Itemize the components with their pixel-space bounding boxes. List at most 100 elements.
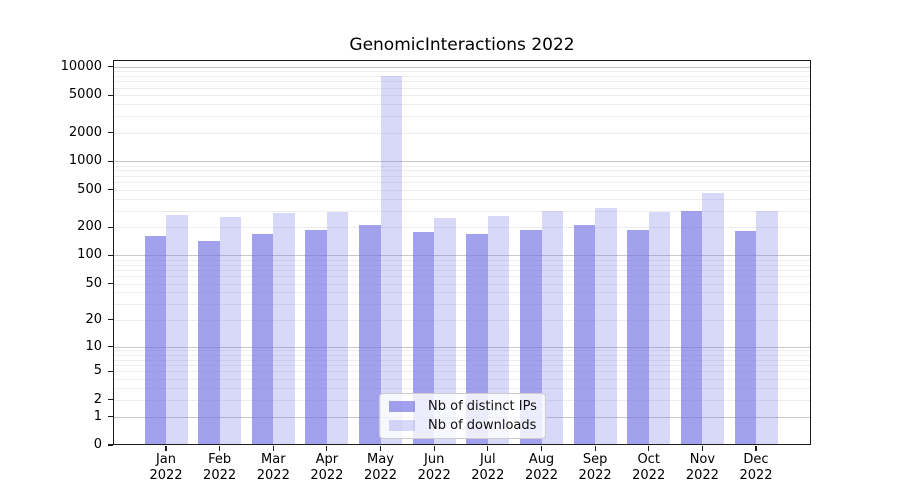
legend-label-distinct-ips: Nb of distinct IPs — [428, 398, 537, 414]
gridline-minor — [114, 87, 810, 89]
gridline-minor — [114, 264, 810, 266]
y-tick-label-0: 0 — [93, 437, 102, 452]
bar-downloads-mar — [273, 213, 295, 445]
bar-downloads-jan — [166, 215, 188, 445]
legend-item-distinct-ips: Nb of distinct IPs — [389, 397, 545, 415]
bar-distinct-ips-may — [359, 225, 381, 445]
gridline-minor — [114, 95, 810, 97]
x-tickmark-jul — [487, 446, 489, 451]
legend-label-downloads: Nb of downloads — [428, 418, 537, 434]
bar-downloads-feb — [219, 217, 242, 445]
gridline-minor — [114, 81, 810, 83]
gridline-minor — [114, 269, 810, 271]
gridline-minor — [114, 182, 810, 184]
x-tick-label-jul: Jul 2022 — [471, 452, 505, 483]
gridline-minor — [114, 104, 810, 106]
bar-downloads-apr — [326, 212, 349, 445]
bar-distinct-ips-mar — [251, 233, 274, 445]
chart-title: GenomicInteractions 2022 — [349, 35, 575, 55]
gridline-minor — [114, 365, 810, 367]
y-tick-label-50: 50 — [85, 275, 102, 291]
gridline-minor — [114, 189, 810, 191]
x-tickmark-mar — [272, 446, 274, 451]
y-tick-label-10: 10 — [85, 338, 102, 354]
y-tickmark-5 — [107, 370, 113, 372]
y-tickmark-0 — [107, 444, 113, 446]
bar-downloads-jun — [434, 217, 456, 445]
legend-swatch-distinct-ips — [389, 400, 415, 412]
y-tick-label-10000: 10000 — [60, 58, 102, 74]
bar-distinct-ips-feb — [198, 241, 220, 445]
x-tick-label-may: May 2022 — [363, 452, 398, 483]
y-tick-label-2: 2 — [93, 391, 102, 407]
gridline-minor — [114, 319, 810, 321]
y-tickmark-2 — [107, 399, 113, 401]
gridline-minor — [114, 170, 810, 172]
y-tickmark-10 — [107, 345, 113, 348]
x-tickmark-aug — [540, 446, 543, 451]
bar-distinct-ips-sep — [573, 225, 596, 445]
x-tickmark-feb — [219, 446, 221, 451]
gridline-major — [114, 255, 810, 257]
x-tick-label-sep: Sep 2022 — [578, 452, 612, 483]
bar-distinct-ips-nov — [680, 211, 703, 445]
bar-downloads-may — [380, 76, 402, 445]
gridline-minor — [114, 175, 810, 177]
gridline-minor — [114, 75, 810, 77]
gridline-minor — [114, 354, 810, 356]
bar-downloads-jul — [487, 215, 510, 445]
x-tickmark-nov — [701, 446, 703, 451]
x-tickmark-sep — [594, 446, 596, 451]
y-tickmark-200 — [107, 226, 113, 228]
x-tickmark-jan — [165, 446, 167, 451]
y-tickmark-10000 — [107, 66, 113, 68]
gridline-major — [114, 346, 810, 348]
x-tick-label-feb: Feb 2022 — [203, 452, 237, 483]
x-tick-label-mar: Mar 2022 — [256, 452, 290, 483]
x-tick-label-oct: Oct 2022 — [632, 452, 666, 483]
y-tick-label-2000: 2000 — [68, 124, 102, 140]
y-tick-label-1: 1 — [93, 408, 102, 424]
x-tickmark-apr — [326, 446, 328, 451]
gridline-minor — [114, 165, 810, 167]
bar-distinct-ips-jun — [412, 232, 435, 445]
gridline-minor — [114, 276, 810, 278]
x-tickmark-jun — [433, 446, 435, 451]
bar-distinct-ips-jan — [144, 236, 166, 445]
gridline-minor — [114, 116, 810, 118]
bar-downloads-oct — [648, 211, 671, 445]
gridline-minor — [114, 388, 810, 389]
x-tickmark-oct — [648, 446, 650, 451]
gridline-minor — [114, 227, 810, 229]
x-tickmark-may — [379, 446, 382, 451]
gridline-minor — [114, 70, 810, 72]
y-tickmark-2000 — [107, 132, 113, 134]
gridline-major — [114, 66, 810, 68]
x-tick-label-dec: Dec 2022 — [739, 452, 773, 483]
y-tick-label-5000: 5000 — [68, 87, 102, 103]
bar-distinct-ips-aug — [520, 230, 542, 445]
gridline-minor — [114, 283, 810, 285]
gridline-minor — [114, 132, 810, 134]
y-tickmark-1 — [107, 415, 113, 418]
y-tick-label-20: 20 — [85, 311, 102, 327]
gridline-minor — [114, 259, 810, 261]
y-tickmark-500 — [107, 189, 113, 191]
gridline-minor — [114, 292, 810, 294]
x-tickmark-dec — [755, 446, 757, 451]
gridline-minor — [114, 378, 810, 380]
y-tickmark-20 — [107, 319, 113, 321]
plot-frame — [113, 60, 811, 445]
y-tick-label-5: 5 — [93, 363, 102, 379]
bar-downloads-sep — [595, 207, 617, 445]
bar-downloads-dec — [756, 210, 778, 445]
x-tick-label-aug: Aug 2022 — [524, 452, 559, 483]
bar-distinct-ips-oct — [627, 229, 649, 445]
y-tickmark-100 — [107, 254, 113, 256]
legend: Nb of distinct IPs Nb of downloads — [379, 393, 546, 439]
gridline-minor — [114, 303, 810, 305]
bar-downloads-nov — [702, 192, 724, 445]
bar-distinct-ips-dec — [734, 231, 756, 445]
gridline-minor — [114, 359, 810, 361]
